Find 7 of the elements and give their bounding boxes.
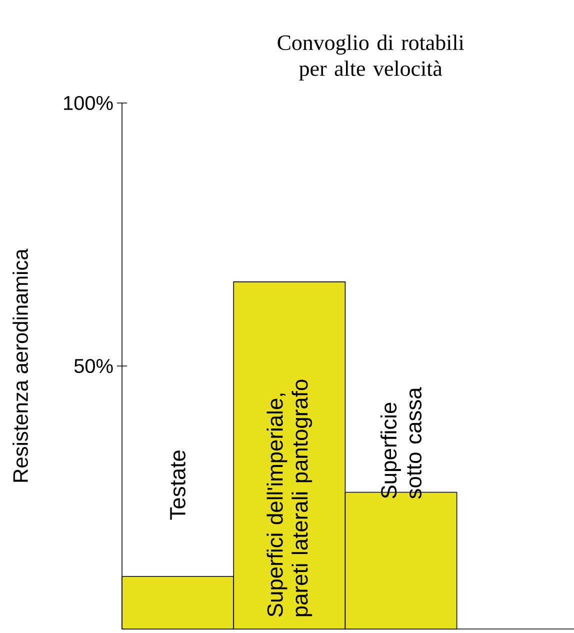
chart-title: Convoglio di rotabili per alte velocità [278, 34, 464, 80]
x-tick-label: Testate [170, 450, 186, 520]
x-tick-label: Superfici dell'imperiale, pareti laterali pantografo [266, 380, 312, 617]
y-tick-label: 50% [74, 358, 113, 374]
x-tick-label: Superficie sotto cassa [380, 387, 422, 499]
y-axis-title: Resistenza aerodinamica [12, 248, 28, 482]
y-tick-label: 100% [64, 96, 113, 110]
